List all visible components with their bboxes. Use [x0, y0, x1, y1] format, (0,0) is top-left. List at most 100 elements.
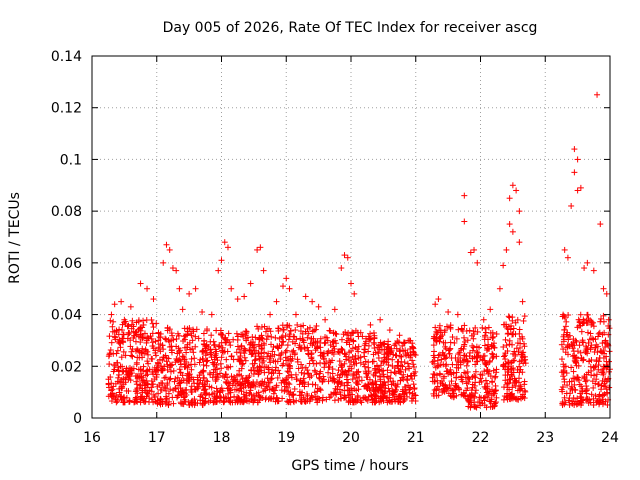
- data-point: [432, 301, 439, 308]
- data-point: [485, 324, 492, 331]
- data-point: [571, 146, 578, 153]
- data-point: [137, 396, 144, 403]
- data-point: [286, 285, 293, 292]
- data-point: [224, 348, 231, 355]
- data-point: [119, 395, 126, 402]
- data-point: [106, 350, 113, 357]
- data-point: [603, 290, 610, 297]
- data-point: [561, 246, 568, 253]
- data-point: [370, 339, 377, 346]
- data-point: [492, 382, 499, 389]
- data-points: [105, 91, 613, 411]
- data-point: [201, 386, 208, 393]
- data-point: [181, 398, 188, 405]
- data-point: [284, 342, 291, 349]
- data-point: [105, 376, 112, 383]
- x-tick-label: 24: [601, 430, 619, 446]
- data-point: [493, 366, 500, 373]
- data-point: [131, 399, 138, 406]
- data-point: [474, 259, 481, 266]
- x-tick-label: 21: [407, 430, 425, 446]
- data-point: [149, 339, 156, 346]
- data-point: [120, 348, 127, 355]
- data-point: [194, 374, 201, 381]
- data-point: [516, 326, 523, 333]
- data-point: [150, 324, 157, 331]
- data-point: [181, 356, 188, 363]
- data-point: [206, 370, 213, 377]
- data-point: [576, 342, 583, 349]
- data-point: [516, 208, 523, 215]
- data-point: [116, 340, 123, 347]
- data-point: [171, 378, 178, 385]
- data-point: [115, 331, 122, 338]
- data-point: [218, 257, 225, 264]
- data-point: [243, 328, 250, 335]
- data-point: [404, 360, 411, 367]
- data-point: [114, 347, 121, 354]
- data-point: [386, 327, 393, 334]
- data-point: [224, 244, 231, 251]
- data-point: [172, 359, 179, 366]
- data-point: [174, 392, 181, 399]
- data-point: [161, 384, 168, 391]
- data-point: [123, 368, 130, 375]
- data-point: [302, 293, 309, 300]
- data-point: [338, 265, 345, 272]
- data-point: [242, 357, 249, 364]
- data-point: [122, 352, 129, 359]
- data-point: [600, 285, 607, 292]
- data-point: [188, 389, 195, 396]
- data-point: [200, 330, 207, 337]
- data-point: [213, 327, 220, 334]
- data-point: [116, 389, 123, 396]
- data-point: [120, 338, 127, 345]
- data-point: [322, 316, 329, 323]
- data-point: [480, 316, 487, 323]
- y-tick-label: 0.1: [60, 152, 82, 168]
- data-point: [190, 376, 197, 383]
- data-point: [203, 327, 210, 334]
- data-point: [283, 347, 290, 354]
- data-point: [127, 367, 134, 374]
- data-point: [140, 317, 147, 324]
- data-point: [115, 371, 122, 378]
- data-point: [130, 323, 137, 330]
- data-point: [118, 298, 125, 305]
- data-point: [221, 239, 228, 246]
- data-point: [243, 389, 250, 396]
- y-tick-label: 0.14: [51, 49, 82, 65]
- data-point: [215, 267, 222, 274]
- data-point: [434, 357, 441, 364]
- data-point: [111, 301, 118, 308]
- data-point: [370, 358, 377, 365]
- data-point: [174, 330, 181, 337]
- data-point: [168, 330, 175, 337]
- data-point: [206, 391, 213, 398]
- chart-title: Day 005 of 2026, Rate Of TEC Index for r…: [163, 20, 538, 36]
- data-point: [184, 372, 191, 379]
- data-point: [125, 329, 132, 336]
- data-point: [185, 371, 192, 378]
- data-point: [331, 306, 338, 313]
- data-point: [506, 221, 513, 228]
- data-point: [204, 378, 211, 385]
- data-point: [155, 367, 162, 374]
- data-point: [112, 396, 119, 403]
- data-point: [186, 339, 193, 346]
- data-point: [195, 335, 202, 342]
- data-point: [504, 330, 511, 337]
- data-point: [177, 361, 184, 368]
- data-point: [333, 331, 340, 338]
- data-point: [144, 285, 151, 292]
- data-point: [113, 350, 120, 357]
- data-point: [200, 375, 207, 382]
- data-point: [149, 381, 156, 388]
- y-axis-title: ROTI / TECUs: [7, 192, 23, 284]
- data-point: [135, 318, 142, 325]
- x-axis-title: GPS time / hours: [291, 458, 408, 474]
- data-point: [358, 377, 365, 384]
- data-point: [197, 393, 204, 400]
- x-tick-label: 17: [148, 430, 166, 446]
- data-point: [164, 361, 171, 368]
